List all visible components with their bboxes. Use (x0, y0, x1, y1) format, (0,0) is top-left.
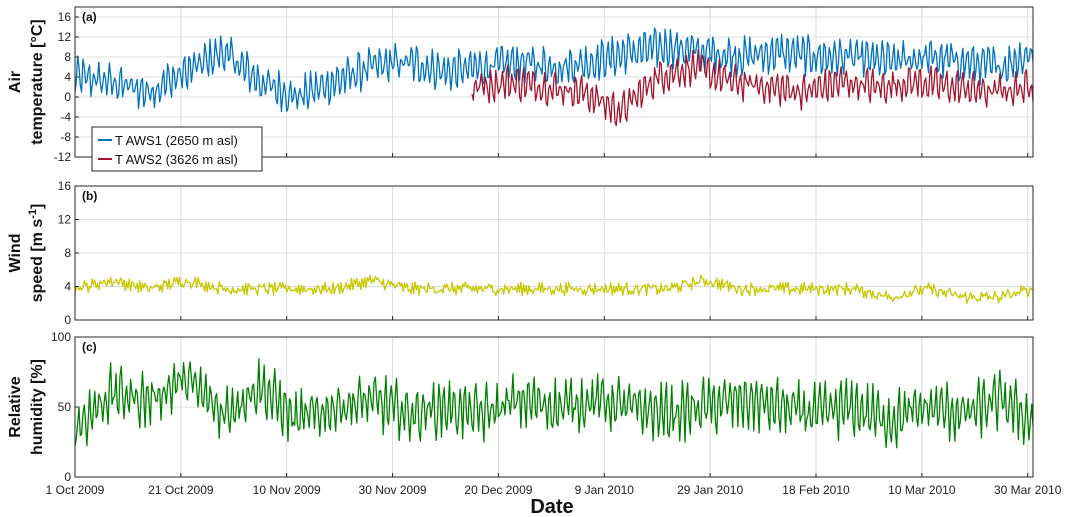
x-tick-label: 18 Feb 2010 (782, 483, 850, 497)
legend-entry: T AWS1 (2650 m asl) (115, 133, 238, 148)
y-tick-label: 50 (58, 400, 72, 414)
x-tick-label: 21 Oct 2009 (148, 483, 214, 497)
legend-box (91, 126, 263, 172)
y-tick-label: -12 (54, 150, 72, 164)
series-line-3-1 (74, 358, 1034, 449)
series-line-2-1 (74, 274, 1034, 305)
y-tick-label: 16 (58, 179, 72, 193)
y-tick-label: 12 (58, 213, 72, 227)
plot-frame (74, 336, 1034, 478)
x-axis-title: Date (530, 496, 573, 517)
plot-frame (74, 6, 1034, 158)
x-tick-label: 30 Nov 2009 (359, 483, 427, 497)
panel-label: (a) (82, 10, 97, 24)
y-tick-label: 16 (58, 10, 72, 24)
y-axis-title-line2: temperature [°C] (29, 19, 46, 145)
x-tick-label: 30 Mar 2010 (994, 483, 1062, 497)
y-tick-label: 8 (64, 246, 71, 260)
y-axis-title-line2: speed [m s-1] (27, 204, 46, 303)
x-tick-label: 29 Jan 2010 (677, 483, 743, 497)
y-tick-label: 0 (64, 313, 71, 327)
x-tick-label: 9 Jan 2010 (575, 483, 635, 497)
x-tick-label: 10 Nov 2009 (253, 483, 321, 497)
series-line-1-2 (471, 49, 1034, 127)
y-tick-label: -4 (60, 110, 71, 124)
y-tick-label: 0 (64, 90, 71, 104)
x-tick-label: 20 Dec 2009 (464, 483, 532, 497)
legend: T AWS1 (2650 m asl) T AWS2 (3626 m asl) (91, 126, 263, 172)
y-tick-label: 4 (64, 70, 71, 84)
y-tick-label: 100 (51, 330, 71, 344)
y-axis-title-line2: humidity [%] (29, 359, 46, 455)
y-tick-label: 8 (64, 50, 71, 64)
y-tick-label: 4 (64, 280, 71, 294)
series-line-1-1 (74, 27, 1034, 113)
y-axis-title: Air (7, 71, 24, 93)
y-tick-label: -8 (60, 130, 71, 144)
y-tick-label: 0 (64, 470, 71, 484)
panel-label: (c) (82, 340, 97, 354)
legend-entry: T AWS2 (3626 m asl) (115, 152, 238, 167)
y-axis-title: Wind (7, 234, 24, 273)
panel-label: (b) (82, 189, 97, 203)
x-tick-label: 10 Mar 2010 (888, 483, 956, 497)
y-axis-title: Relative (7, 376, 24, 437)
x-tick-label: 1 Oct 2009 (46, 483, 105, 497)
plot-frame (74, 185, 1034, 321)
y-tick-label: 12 (58, 30, 72, 44)
